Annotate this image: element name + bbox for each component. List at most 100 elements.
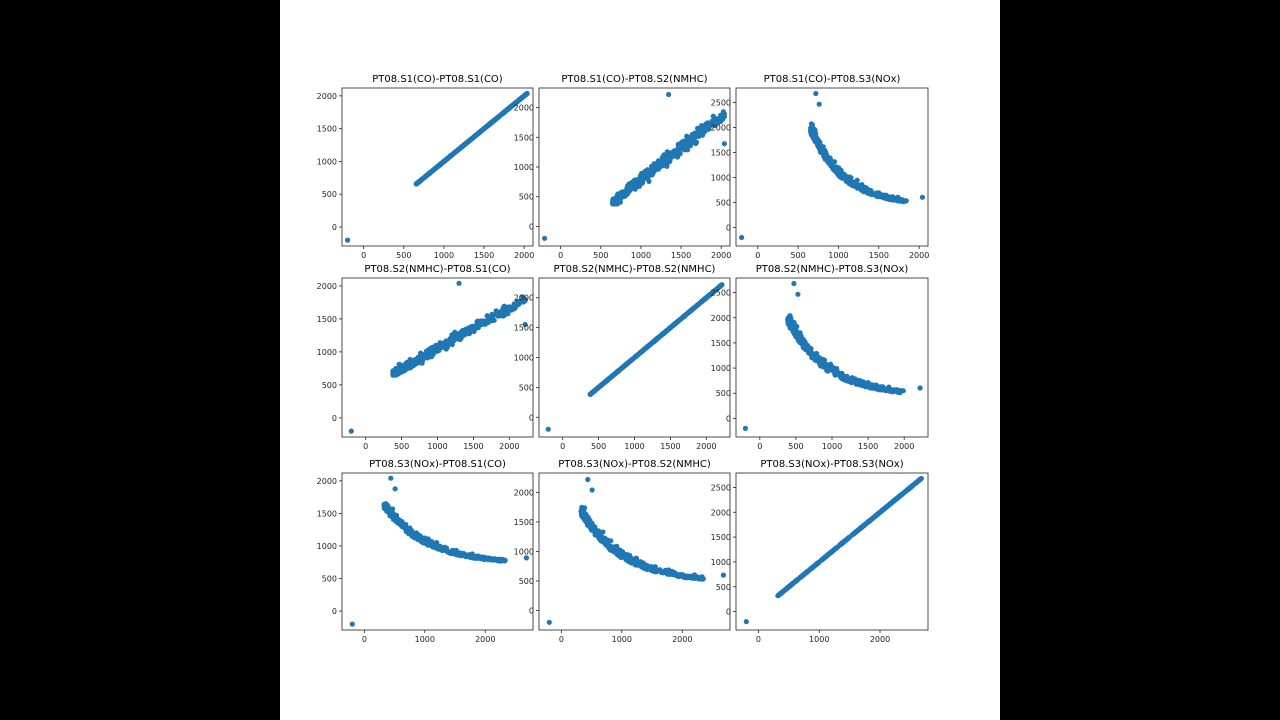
scatter-point bbox=[871, 514, 877, 520]
scatter-point bbox=[743, 619, 749, 625]
scatter-point bbox=[894, 387, 900, 393]
subplot-title: PT08.S2(NMHC)-PT08.S1(CO) bbox=[364, 264, 510, 275]
scatter-point bbox=[813, 90, 819, 97]
scatter-point bbox=[409, 533, 415, 540]
scatter-point bbox=[345, 237, 351, 243]
scatter-point bbox=[456, 334, 462, 340]
scatter-point bbox=[450, 550, 456, 557]
y-tick-label: 2000 bbox=[317, 92, 337, 101]
scatter-point bbox=[709, 290, 715, 296]
scatter-point bbox=[398, 366, 404, 372]
scatter-point bbox=[664, 149, 670, 155]
y-tick-label: 0 bbox=[726, 414, 731, 423]
scatter-point bbox=[476, 130, 482, 136]
scatter-point bbox=[503, 309, 509, 315]
scatter-point bbox=[422, 535, 428, 541]
scatter-point bbox=[879, 387, 885, 393]
scatter-point bbox=[664, 328, 670, 334]
scatter-point bbox=[348, 428, 354, 434]
scatter-point bbox=[704, 122, 710, 128]
scatter-point bbox=[650, 564, 656, 571]
scatter-point bbox=[833, 545, 839, 551]
scatter-point bbox=[810, 351, 816, 357]
scatter-point bbox=[627, 185, 633, 191]
scatter-point bbox=[685, 147, 691, 153]
scatter-point bbox=[825, 366, 831, 372]
scatter-point bbox=[545, 426, 551, 432]
scatter-point bbox=[816, 101, 822, 107]
scatter-point bbox=[859, 381, 865, 387]
scatter-point bbox=[639, 180, 645, 186]
scatter-point bbox=[500, 110, 506, 116]
scatter-point bbox=[621, 190, 627, 196]
scatter-point bbox=[458, 330, 464, 336]
scatter-point bbox=[388, 475, 394, 481]
subplot-8: PT08.S3(NOx)-PT08.S2(NMHC) 0 1000 2000 0 500 1… bbox=[514, 459, 731, 644]
x-tick-label: 500 bbox=[788, 442, 803, 451]
scatter-point bbox=[699, 574, 705, 580]
scatter-point bbox=[836, 169, 842, 175]
x-tick-label: 2000 bbox=[909, 251, 929, 260]
scatter-point bbox=[686, 309, 692, 315]
subplot-title: PT08.S3(NOx)-PT08.S2(NMHC) bbox=[558, 459, 711, 470]
scatter-points bbox=[546, 476, 726, 625]
scatter-point bbox=[620, 364, 626, 370]
scatter-point bbox=[672, 571, 679, 577]
scatter-point bbox=[854, 177, 860, 183]
scatter-point bbox=[495, 311, 501, 318]
scatter-point bbox=[791, 280, 797, 287]
x-tick-label: 0 bbox=[558, 251, 563, 260]
scatter-point bbox=[850, 531, 857, 537]
scatter-point bbox=[589, 487, 595, 493]
x-tick-label: 1000 bbox=[822, 442, 842, 451]
scatter-point bbox=[456, 552, 462, 558]
scatter-point bbox=[840, 539, 846, 546]
x-tick-label: 1000 bbox=[624, 442, 644, 451]
scatter-point bbox=[588, 525, 594, 531]
scatter-point bbox=[383, 502, 389, 509]
scatter-point bbox=[432, 345, 438, 351]
scatter-points bbox=[348, 280, 528, 434]
scatter-point bbox=[649, 169, 655, 175]
scatter-point bbox=[870, 191, 876, 197]
x-tick-label: 2000 bbox=[870, 635, 890, 644]
scatter-point bbox=[643, 172, 649, 178]
scatter-point bbox=[826, 158, 832, 164]
scatter-point bbox=[653, 336, 659, 343]
scatter-point bbox=[646, 564, 652, 571]
scatter-point bbox=[582, 505, 588, 511]
y-tick-label: 0 bbox=[529, 222, 534, 231]
scatter-point bbox=[826, 551, 832, 557]
axes-frame bbox=[341, 87, 534, 247]
scatter-point bbox=[449, 334, 455, 340]
y-tick-label: 0 bbox=[529, 413, 534, 422]
scatter-point bbox=[804, 345, 810, 351]
scatter-point bbox=[829, 366, 836, 372]
y-tick-label: 500 bbox=[519, 577, 534, 586]
scatter-point bbox=[848, 180, 854, 186]
scatter-point bbox=[626, 181, 632, 187]
scatter-point bbox=[603, 539, 609, 545]
y-tick-label: 2000 bbox=[317, 282, 337, 291]
scatter-point bbox=[790, 580, 796, 587]
scatter-point bbox=[622, 554, 629, 560]
scatter-point bbox=[443, 157, 449, 163]
scatter-point bbox=[866, 518, 872, 524]
x-tick-label: 1500 bbox=[660, 442, 680, 451]
scatter-point bbox=[542, 235, 548, 241]
scatter-point bbox=[611, 549, 617, 555]
scatter-point bbox=[426, 541, 432, 548]
scatter-point bbox=[512, 303, 518, 309]
y-tick-label: 1000 bbox=[317, 157, 337, 166]
scatter-point bbox=[408, 362, 414, 368]
scatter-point bbox=[808, 121, 815, 127]
scatter-point bbox=[702, 296, 708, 302]
figure: PT08.S1(CO)-PT08.S1(CO) 0 500 1000 1500 2000 0… bbox=[280, 0, 1000, 720]
x-tick-label: 1500 bbox=[858, 442, 878, 451]
scatter-point bbox=[494, 556, 500, 563]
y-tick-label: 1000 bbox=[711, 364, 731, 373]
x-tick-label: 1000 bbox=[631, 251, 651, 260]
y-tick-label: 1500 bbox=[317, 509, 337, 518]
y-tick-label: 0 bbox=[529, 607, 534, 616]
axes-frame bbox=[341, 277, 534, 438]
